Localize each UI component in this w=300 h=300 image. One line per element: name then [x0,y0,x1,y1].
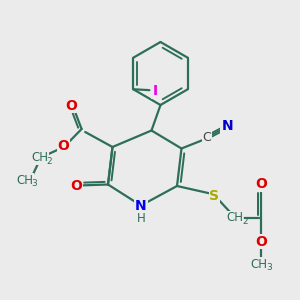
Text: S: S [209,190,220,203]
Text: CH: CH [16,173,33,187]
Text: O: O [70,179,83,193]
Text: O: O [65,99,77,112]
Text: H: H [136,212,146,226]
Text: N: N [135,199,147,212]
Text: N: N [221,119,233,133]
Text: 3: 3 [32,179,38,188]
Text: O: O [255,177,267,191]
Text: O: O [58,139,70,152]
Text: O: O [255,235,267,248]
Text: 3: 3 [266,263,272,272]
Text: CH: CH [251,257,268,271]
Text: CH: CH [227,211,244,224]
Text: 2: 2 [47,157,52,166]
Text: I: I [152,84,158,98]
Text: CH: CH [31,151,48,164]
Text: C: C [202,131,211,144]
Text: 2: 2 [242,217,248,226]
